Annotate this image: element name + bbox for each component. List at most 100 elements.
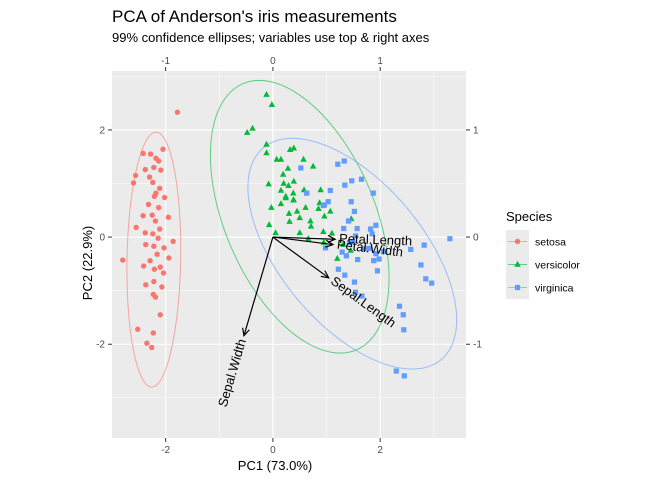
point-setosa	[140, 150, 146, 157]
legend-item-versicolor: versicolor	[506, 253, 580, 276]
point-virginica	[401, 373, 407, 379]
point-versicolor	[290, 177, 298, 184]
point-versicolor	[286, 217, 293, 224]
point-versicolor	[268, 204, 275, 210]
point-setosa	[165, 214, 172, 220]
point-setosa	[155, 204, 162, 211]
point-versicolor	[317, 186, 324, 193]
point-versicolor	[334, 254, 341, 261]
point-versicolor	[290, 196, 297, 203]
arrow-petal-width	[272, 236, 334, 246]
point-virginica	[349, 178, 355, 184]
point-virginica	[348, 199, 354, 205]
point-virginica	[373, 251, 379, 257]
point-versicolor	[263, 140, 270, 147]
point-virginica	[347, 239, 353, 246]
point-versicolor	[328, 229, 336, 236]
x-tick-label: 2	[377, 445, 383, 456]
point-versicolor	[290, 144, 298, 151]
point-virginica	[421, 242, 427, 248]
point-versicolor	[347, 246, 354, 253]
point-setosa	[161, 245, 167, 251]
arrow-sepal-length	[272, 236, 330, 279]
point-virginica	[352, 289, 359, 295]
point-virginica	[339, 249, 345, 255]
point-setosa	[157, 185, 163, 192]
arrow-sepal-width	[243, 236, 274, 336]
point-virginica	[408, 246, 414, 253]
point-virginica	[342, 182, 348, 188]
point-virginica	[322, 245, 329, 251]
point-virginica	[366, 245, 373, 251]
point-setosa	[160, 146, 166, 152]
point-setosa	[151, 164, 157, 171]
right-tick-label: 1	[473, 125, 479, 136]
arrowhead-sepal-length	[320, 270, 330, 279]
axes: -2 0 2 -2 0 2 -1 0 1 -1 0 1	[96, 56, 482, 456]
point-setosa	[166, 255, 172, 261]
point-versicolor	[280, 179, 287, 186]
y-tick-label: -2	[96, 340, 105, 351]
point-versicolor	[282, 194, 289, 201]
plot-panel	[112, 71, 466, 438]
point-virginica	[304, 190, 310, 196]
point-setosa	[159, 284, 165, 290]
point-setosa	[142, 230, 148, 236]
point-setosa	[151, 243, 157, 249]
point-versicolor	[286, 146, 294, 153]
point-virginica	[447, 236, 453, 242]
legend-label-setosa: setosa	[535, 237, 566, 249]
point-setosa	[152, 218, 159, 224]
ellipse-virginica	[247, 137, 458, 370]
legend-key-marker	[514, 284, 521, 291]
point-virginica	[321, 202, 327, 208]
legend-item-setosa: setosa	[506, 230, 566, 253]
point-versicolor	[277, 155, 285, 162]
point-versicolor	[293, 207, 301, 214]
point-versicolor	[277, 186, 285, 193]
point-versicolor	[273, 155, 280, 162]
point-virginica	[400, 312, 406, 318]
arrowhead-petal-length	[327, 234, 337, 244]
point-setosa	[146, 174, 153, 180]
point-setosa	[140, 212, 146, 219]
point-versicolor	[307, 217, 314, 224]
point-virginica	[393, 368, 399, 374]
legend-item-virginica: virginica	[506, 276, 574, 299]
point-versicolor	[284, 164, 292, 171]
point-setosa	[174, 109, 181, 115]
y-tick-label: 2	[99, 125, 105, 136]
point-virginica	[325, 199, 331, 205]
point-setosa	[132, 172, 139, 179]
point-setosa	[155, 158, 162, 164]
point-virginica	[374, 268, 381, 274]
y-axis-title: PC2 (22.9%)	[80, 226, 95, 300]
point-virginica	[362, 246, 368, 252]
point-virginica	[351, 279, 358, 285]
legend: Species setosa versicolor virginica	[506, 209, 580, 299]
arrow-petal-length	[272, 236, 336, 240]
point-virginica	[298, 165, 304, 171]
point-virginica	[341, 225, 347, 232]
point-setosa	[120, 257, 126, 263]
point-versicolor	[272, 229, 279, 236]
point-virginica	[418, 262, 424, 268]
data-points	[120, 90, 453, 379]
point-versicolor	[265, 221, 273, 228]
point-setosa	[151, 266, 158, 272]
point-setosa	[157, 264, 163, 270]
point-virginica	[327, 187, 333, 194]
point-virginica	[359, 293, 365, 299]
point-virginica	[341, 158, 347, 164]
panel-background	[112, 71, 466, 438]
point-setosa	[145, 201, 152, 208]
point-versicolor	[263, 149, 270, 156]
legend-title: Species	[506, 209, 553, 224]
point-setosa	[170, 238, 176, 245]
top-tick-label: -1	[161, 56, 170, 67]
point-versicolor	[249, 124, 256, 131]
top-tick-label: 0	[270, 56, 276, 67]
point-virginica	[423, 276, 429, 282]
point-virginica	[367, 226, 374, 232]
